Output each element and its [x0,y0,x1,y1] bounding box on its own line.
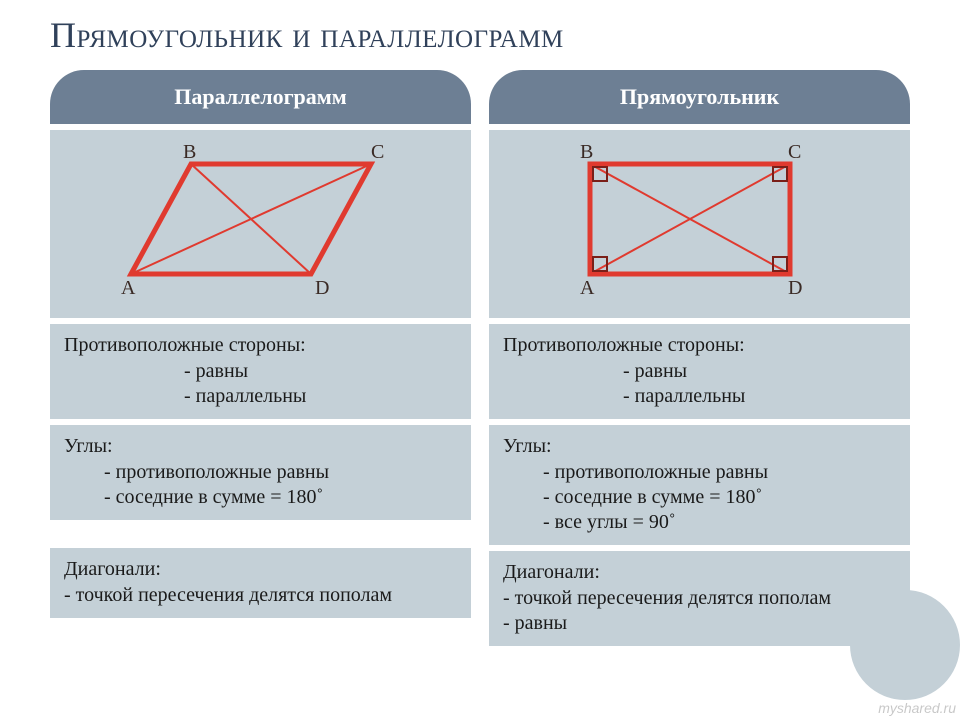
prop-line: - противоположные равны [104,460,457,485]
slide: Прямоугольник и параллелограмм Параллело… [0,0,960,720]
watermark: myshared.ru [878,700,956,716]
right-diagonals-panel: Диагонали: - точкой пересечения делятся … [489,551,910,646]
rectangle-figure: A B C D [560,144,840,304]
svg-text:B: B [183,144,196,163]
svg-text:A: A [121,277,136,299]
prop-line: - равны [503,611,896,636]
prop-title: Углы: [503,435,896,458]
slide-title: Прямоугольник и параллелограмм [50,14,910,56]
prop-line: - противоположные равны [543,460,896,485]
prop-line: - соседние в сумме = 180˚ [104,485,457,510]
prop-line: - параллельны [184,384,457,409]
prop-line: - точкой пересечения делятся пополам [64,583,457,608]
left-figure-panel: A B C D [50,130,471,318]
prop-line: - точкой пересечения делятся пополам [503,586,896,611]
prop-line: - соседние в сумме = 180˚ [543,485,896,510]
svg-text:D: D [315,277,329,299]
prop-line: - равны [184,359,457,384]
right-sides-panel: Противоположные стороны: - равны - парал… [489,324,910,419]
svg-text:B: B [580,144,593,163]
left-sides-panel: Противоположные стороны: - равны - парал… [50,324,471,419]
right-header: Прямоугольник [489,70,910,124]
left-header: Параллелограмм [50,70,471,124]
svg-text:A: A [580,277,595,299]
prop-title: Противоположные стороны: [64,334,457,357]
right-column: Прямоугольник A B C D [489,70,910,646]
svg-text:C: C [371,144,384,163]
svg-text:C: C [788,144,801,163]
prop-title: Противоположные стороны: [503,334,896,357]
left-diagonals-panel: Диагонали: - точкой пересечения делятся … [50,548,471,618]
right-angles-panel: Углы: - противоположные равны - соседние… [489,425,910,545]
prop-line: - параллельны [623,384,896,409]
prop-title: Углы: [64,435,457,458]
left-column: Параллелограмм A B C D Противоположные с… [50,70,471,646]
prop-line: - равны [623,359,896,384]
svg-text:D: D [788,277,802,299]
prop-line: - все углы = 90˚ [543,510,896,535]
right-figure-panel: A B C D [489,130,910,318]
parallelogram-figure: A B C D [111,144,411,304]
decorative-circle [850,590,960,700]
left-angles-panel: Углы: - противоположные равны - соседние… [50,425,471,520]
columns: Параллелограмм A B C D Противоположные с… [50,70,910,646]
prop-title: Диагонали: [503,561,896,584]
prop-title: Диагонали: [64,558,457,581]
